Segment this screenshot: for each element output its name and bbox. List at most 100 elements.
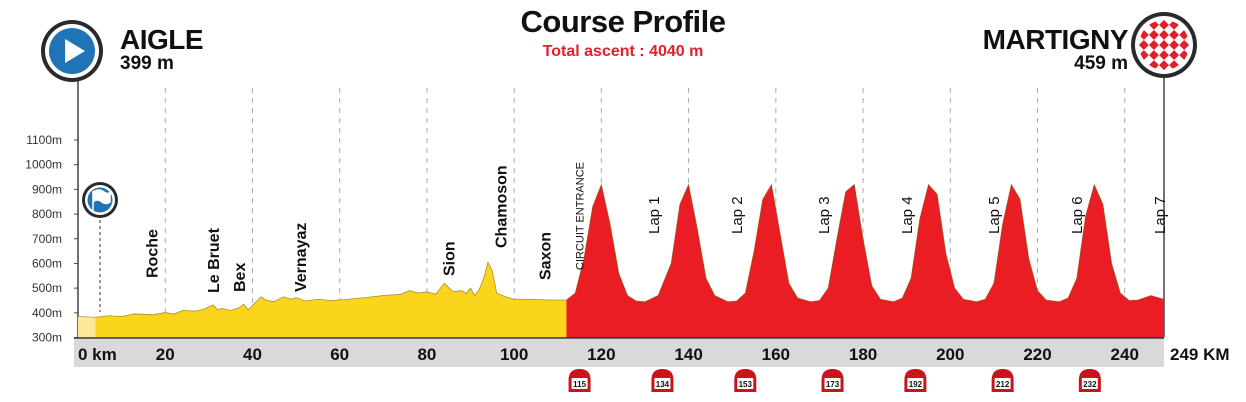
y-tick-label: 1000m	[25, 158, 62, 172]
finish-city: MARTIGNY 459 m	[982, 24, 1129, 74]
x-tick-label: 200	[936, 345, 964, 364]
checkered-square	[1148, 50, 1159, 61]
annotation-label: Chamoson	[494, 165, 511, 248]
checkered-square	[1143, 24, 1154, 35]
annotation-label: Saxon	[537, 232, 554, 280]
checkered-square	[1139, 40, 1149, 50]
checkered-square	[1143, 35, 1154, 45]
x-tick-label: 60	[330, 345, 349, 364]
x-tick-label: 180	[849, 345, 877, 364]
checkered-square	[1164, 45, 1174, 55]
finish-city-altitude: 459 m	[1074, 53, 1128, 74]
km-marker: 232	[1078, 369, 1101, 392]
icons	[41, 12, 1197, 312]
km-marker-plate	[654, 378, 671, 389]
km-marker-plate	[994, 378, 1011, 389]
km-marker: 173	[821, 369, 844, 392]
km-marker-label: 212	[996, 380, 1010, 389]
y-tick-label: 400m	[32, 306, 62, 320]
finish-city-name: MARTIGNY	[982, 24, 1129, 55]
checkered-square	[1169, 50, 1180, 61]
km-marker: 153	[734, 369, 757, 392]
annotation-label: Lap 3	[816, 196, 833, 234]
x-tick-label: 120	[587, 345, 615, 364]
checkered-square	[1148, 40, 1159, 50]
annotation-label: Bex	[232, 263, 249, 292]
checkered-square	[1154, 65, 1164, 70]
km-marker-label: 134	[656, 380, 670, 389]
checkered-square	[1154, 35, 1164, 45]
km-marker-label: 115	[573, 380, 586, 389]
x-tick-label: 240	[1111, 345, 1139, 364]
play-icon-triangle	[65, 39, 85, 63]
km-marker-label: 232	[1083, 380, 1097, 389]
y-tick-label: 1100m	[26, 133, 62, 147]
checkered-square	[1164, 65, 1174, 70]
km-markers: 115 134 153 173 192 212 232	[568, 369, 1101, 392]
checkered-square	[1154, 55, 1164, 66]
checkered-square	[1174, 24, 1185, 35]
annotation-label: Roche	[145, 229, 162, 278]
annotation-label: Sion	[441, 241, 458, 276]
checkered-square	[1169, 29, 1180, 40]
start-flag-shape	[92, 189, 111, 211]
checkered-square	[1174, 35, 1185, 45]
x-tick-label: 140	[674, 345, 702, 364]
elevation-area	[77, 183, 1165, 338]
approach-start-segment	[78, 316, 96, 338]
checkered-square	[1154, 45, 1164, 55]
x-tick-label: 80	[417, 345, 436, 364]
x-tick-label: 100	[500, 345, 528, 364]
checkered-square	[1184, 35, 1189, 45]
page-title: Course Profile	[520, 4, 726, 39]
checkered-square	[1143, 45, 1154, 55]
checkered-square	[1174, 45, 1185, 55]
start-flag-icon	[82, 182, 118, 312]
start-city-name: AIGLE	[120, 24, 204, 55]
annotation-label: CIRCUIT ENTRANCE	[574, 162, 586, 270]
circuit-segment	[566, 184, 1164, 338]
annotation-label: Lap 7	[1152, 196, 1169, 234]
checkered-square	[1164, 20, 1174, 25]
checkered-square	[1143, 55, 1154, 66]
checkered-square	[1164, 35, 1174, 45]
checkered-square	[1154, 20, 1164, 25]
checkered-square	[1159, 50, 1169, 61]
y-tick-label: 300m	[32, 331, 62, 345]
checkered-square	[1179, 40, 1189, 50]
start-city: AIGLE 399 m	[120, 24, 204, 74]
km-marker-label: 192	[909, 380, 923, 389]
km-marker: 134	[651, 369, 674, 392]
annotation-label: Lap 2	[729, 196, 746, 234]
annotation-label: Lap 1	[646, 196, 663, 234]
km-marker-plate	[1081, 378, 1098, 389]
x-tick-label: 249 KM	[1170, 345, 1230, 364]
checkered-square	[1159, 60, 1169, 70]
checkered-square	[1169, 40, 1180, 50]
annotation-label: Lap 6	[1069, 196, 1086, 234]
checkered-square	[1164, 24, 1174, 35]
checkered-square	[1159, 20, 1169, 30]
y-axis: 300m 400m 500m 600m 700m 800m 900m 1000m 1100m	[25, 133, 78, 345]
x-tick-label: 40	[243, 345, 262, 364]
km-marker-plate	[824, 378, 841, 389]
x-tick-label: 160	[762, 345, 790, 364]
approach-segment	[95, 262, 567, 338]
x-axis: 0 km 20 40 60 80 100 120 140 160 180 200 220 240 249 …	[74, 337, 1230, 367]
checkered-square	[1159, 40, 1169, 50]
checkered-square	[1154, 24, 1164, 35]
place-annotations: Roche Le Bruet Bex Vernayaz Sion Chamoson Saxo…	[145, 162, 1169, 293]
x-axis-bar	[74, 339, 1164, 367]
y-tick-label: 600m	[32, 256, 62, 270]
km-marker-plate	[907, 378, 924, 389]
checkered-square	[1139, 35, 1144, 45]
checkered-flag-icon	[1131, 12, 1197, 78]
checkered-square	[1184, 45, 1189, 55]
checkered-square	[1174, 55, 1185, 66]
x-tick-label: 0 km	[78, 345, 117, 364]
x-tick-label: 220	[1023, 345, 1051, 364]
km-marker-label: 173	[826, 380, 840, 389]
km-marker-plate	[571, 378, 588, 389]
annotation-label: Lap 4	[899, 196, 916, 234]
